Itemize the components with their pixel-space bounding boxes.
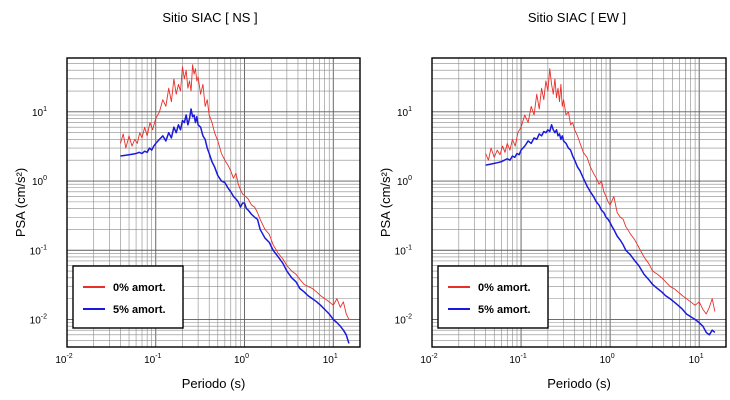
series-line-damping-5 [120,108,350,344]
chart-panel-2: Sitio SIAC [ EW ] 10-2 10-1 100 101 10-2 10-1 1… [378,10,727,391]
legend: 0% amort. 5% amort. [437,265,549,329]
x-tick-label: 10-2 [55,353,72,366]
y-tick-label: 101 [32,106,47,119]
x-tick-label: 101 [323,353,338,366]
y-tick-label: 100 [397,175,412,188]
x-tick-label: 100 [234,353,249,366]
x-tick-label: 10-1 [509,353,526,366]
x-tick-label: 100 [600,353,615,366]
y-tick-label: 10-1 [395,244,412,257]
y-axis-label: PSA (cm/s²) [378,168,393,237]
y-tick-label: 10-2 [30,313,47,326]
series-line-damping-5 [485,124,716,336]
grid [431,57,727,348]
y-tick-label: 100 [32,175,47,188]
y-tick-label: 101 [397,106,412,119]
x-axis-label: Periodo (s) [182,376,246,391]
y-tick-label: 10-2 [395,313,412,326]
chart-panel-1: Sitio SIAC [ NS ] 10-2 10-1 100 101 10-2 10-1 1… [13,10,361,391]
legend-label: 5% amort. [113,304,166,316]
y-tick-label: 10-1 [30,244,47,257]
legend-box [72,265,184,329]
plot-frame [431,57,727,348]
y-axis-label: PSA (cm/s²) [13,168,28,237]
x-tick-label: 10-2 [420,353,437,366]
x-tick-label: 101 [689,353,704,366]
x-axis-label: Periodo (s) [547,376,611,391]
x-tick-label: 10-1 [144,353,161,366]
series-line-damping-0 [485,68,716,315]
chart-title: Sitio SIAC [ NS ] [162,10,257,25]
chart-title: Sitio SIAC [ EW ] [528,10,626,25]
legend-label: 5% amort. [478,304,531,316]
plot-frame [66,57,361,348]
legend-label: 0% amort. [478,282,531,294]
legend-box [437,265,549,329]
legend: 0% amort. 5% amort. [72,265,184,329]
series-line-damping-0 [120,64,350,320]
legend-label: 0% amort. [113,282,166,294]
